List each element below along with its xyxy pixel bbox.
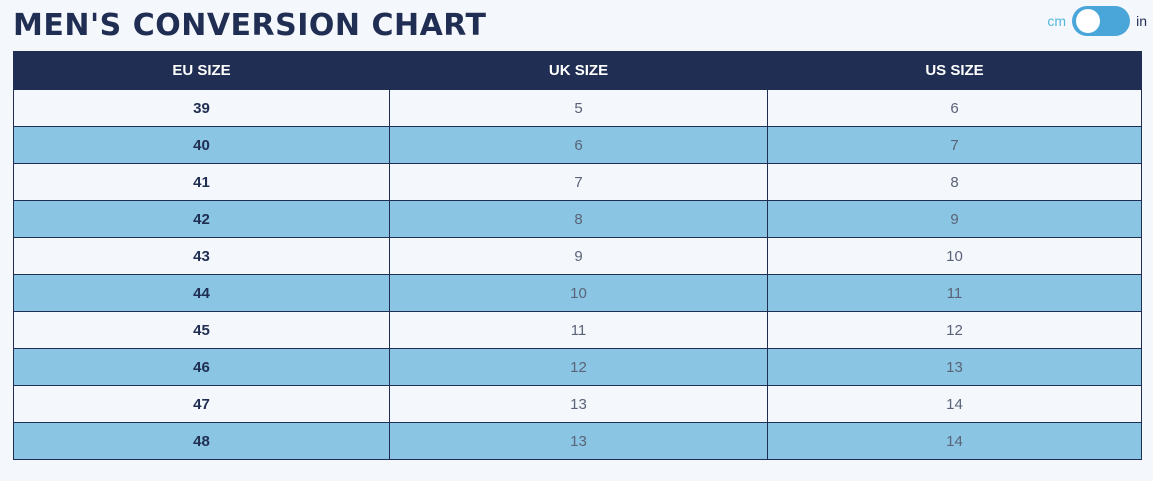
- us-size-cell: 8: [767, 163, 1142, 201]
- uk-size-cell: 7: [389, 163, 768, 201]
- uk-size-cell: 9: [389, 237, 768, 275]
- eu-size-cell: 45: [13, 311, 390, 349]
- us-size-cell: 13: [767, 348, 1142, 386]
- uk-size-cell: 13: [389, 385, 768, 423]
- conversion-table: EU SIZE UK SIZE US SIZE 39 5 6 40 6 7 41…: [13, 51, 1142, 460]
- unit-label-cm: cm: [1047, 13, 1067, 29]
- us-size-cell: 11: [767, 274, 1142, 312]
- us-size-cell: 10: [767, 237, 1142, 275]
- switch-knob: [1076, 9, 1101, 33]
- eu-size-cell: 41: [13, 163, 390, 201]
- table-row: 46 12 13: [13, 348, 1142, 386]
- uk-size-cell: 6: [389, 126, 768, 164]
- eu-size-cell: 44: [13, 274, 390, 312]
- eu-size-cell: 46: [13, 348, 390, 386]
- page-title: MEN'S CONVERSION CHART: [13, 8, 487, 43]
- table-row: 39 5 6: [13, 89, 1142, 127]
- column-header-us-size: US SIZE: [767, 51, 1142, 90]
- eu-size-cell: 47: [13, 385, 390, 423]
- eu-size-cell: 48: [13, 422, 390, 460]
- uk-size-cell: 5: [389, 89, 768, 127]
- column-header-uk-size: UK SIZE: [389, 51, 768, 90]
- table-row: 40 6 7: [13, 126, 1142, 164]
- table-row: 48 13 14: [13, 422, 1142, 460]
- eu-size-cell: 39: [13, 89, 390, 127]
- table-row: 41 7 8: [13, 163, 1142, 201]
- uk-size-cell: 11: [389, 311, 768, 349]
- us-size-cell: 12: [767, 311, 1142, 349]
- us-size-cell: 7: [767, 126, 1142, 164]
- us-size-cell: 9: [767, 200, 1142, 238]
- column-header-eu-size: EU SIZE: [13, 51, 390, 90]
- unit-toggle: cm in: [1047, 6, 1147, 36]
- uk-size-cell: 13: [389, 422, 768, 460]
- eu-size-cell: 40: [13, 126, 390, 164]
- uk-size-cell: 8: [389, 200, 768, 238]
- us-size-cell: 6: [767, 89, 1142, 127]
- table-row: 47 13 14: [13, 385, 1142, 423]
- table-row: 45 11 12: [13, 311, 1142, 349]
- table-row: 43 9 10: [13, 237, 1142, 275]
- eu-size-cell: 43: [13, 237, 390, 275]
- uk-size-cell: 10: [389, 274, 768, 312]
- unit-label-in: in: [1136, 13, 1147, 29]
- unit-switch[interactable]: [1072, 6, 1131, 36]
- table-row: 44 10 11: [13, 274, 1142, 312]
- us-size-cell: 14: [767, 385, 1142, 423]
- us-size-cell: 14: [767, 422, 1142, 460]
- eu-size-cell: 42: [13, 200, 390, 238]
- table-header-row: EU SIZE UK SIZE US SIZE: [13, 51, 1142, 90]
- table-row: 42 8 9: [13, 200, 1142, 238]
- uk-size-cell: 12: [389, 348, 768, 386]
